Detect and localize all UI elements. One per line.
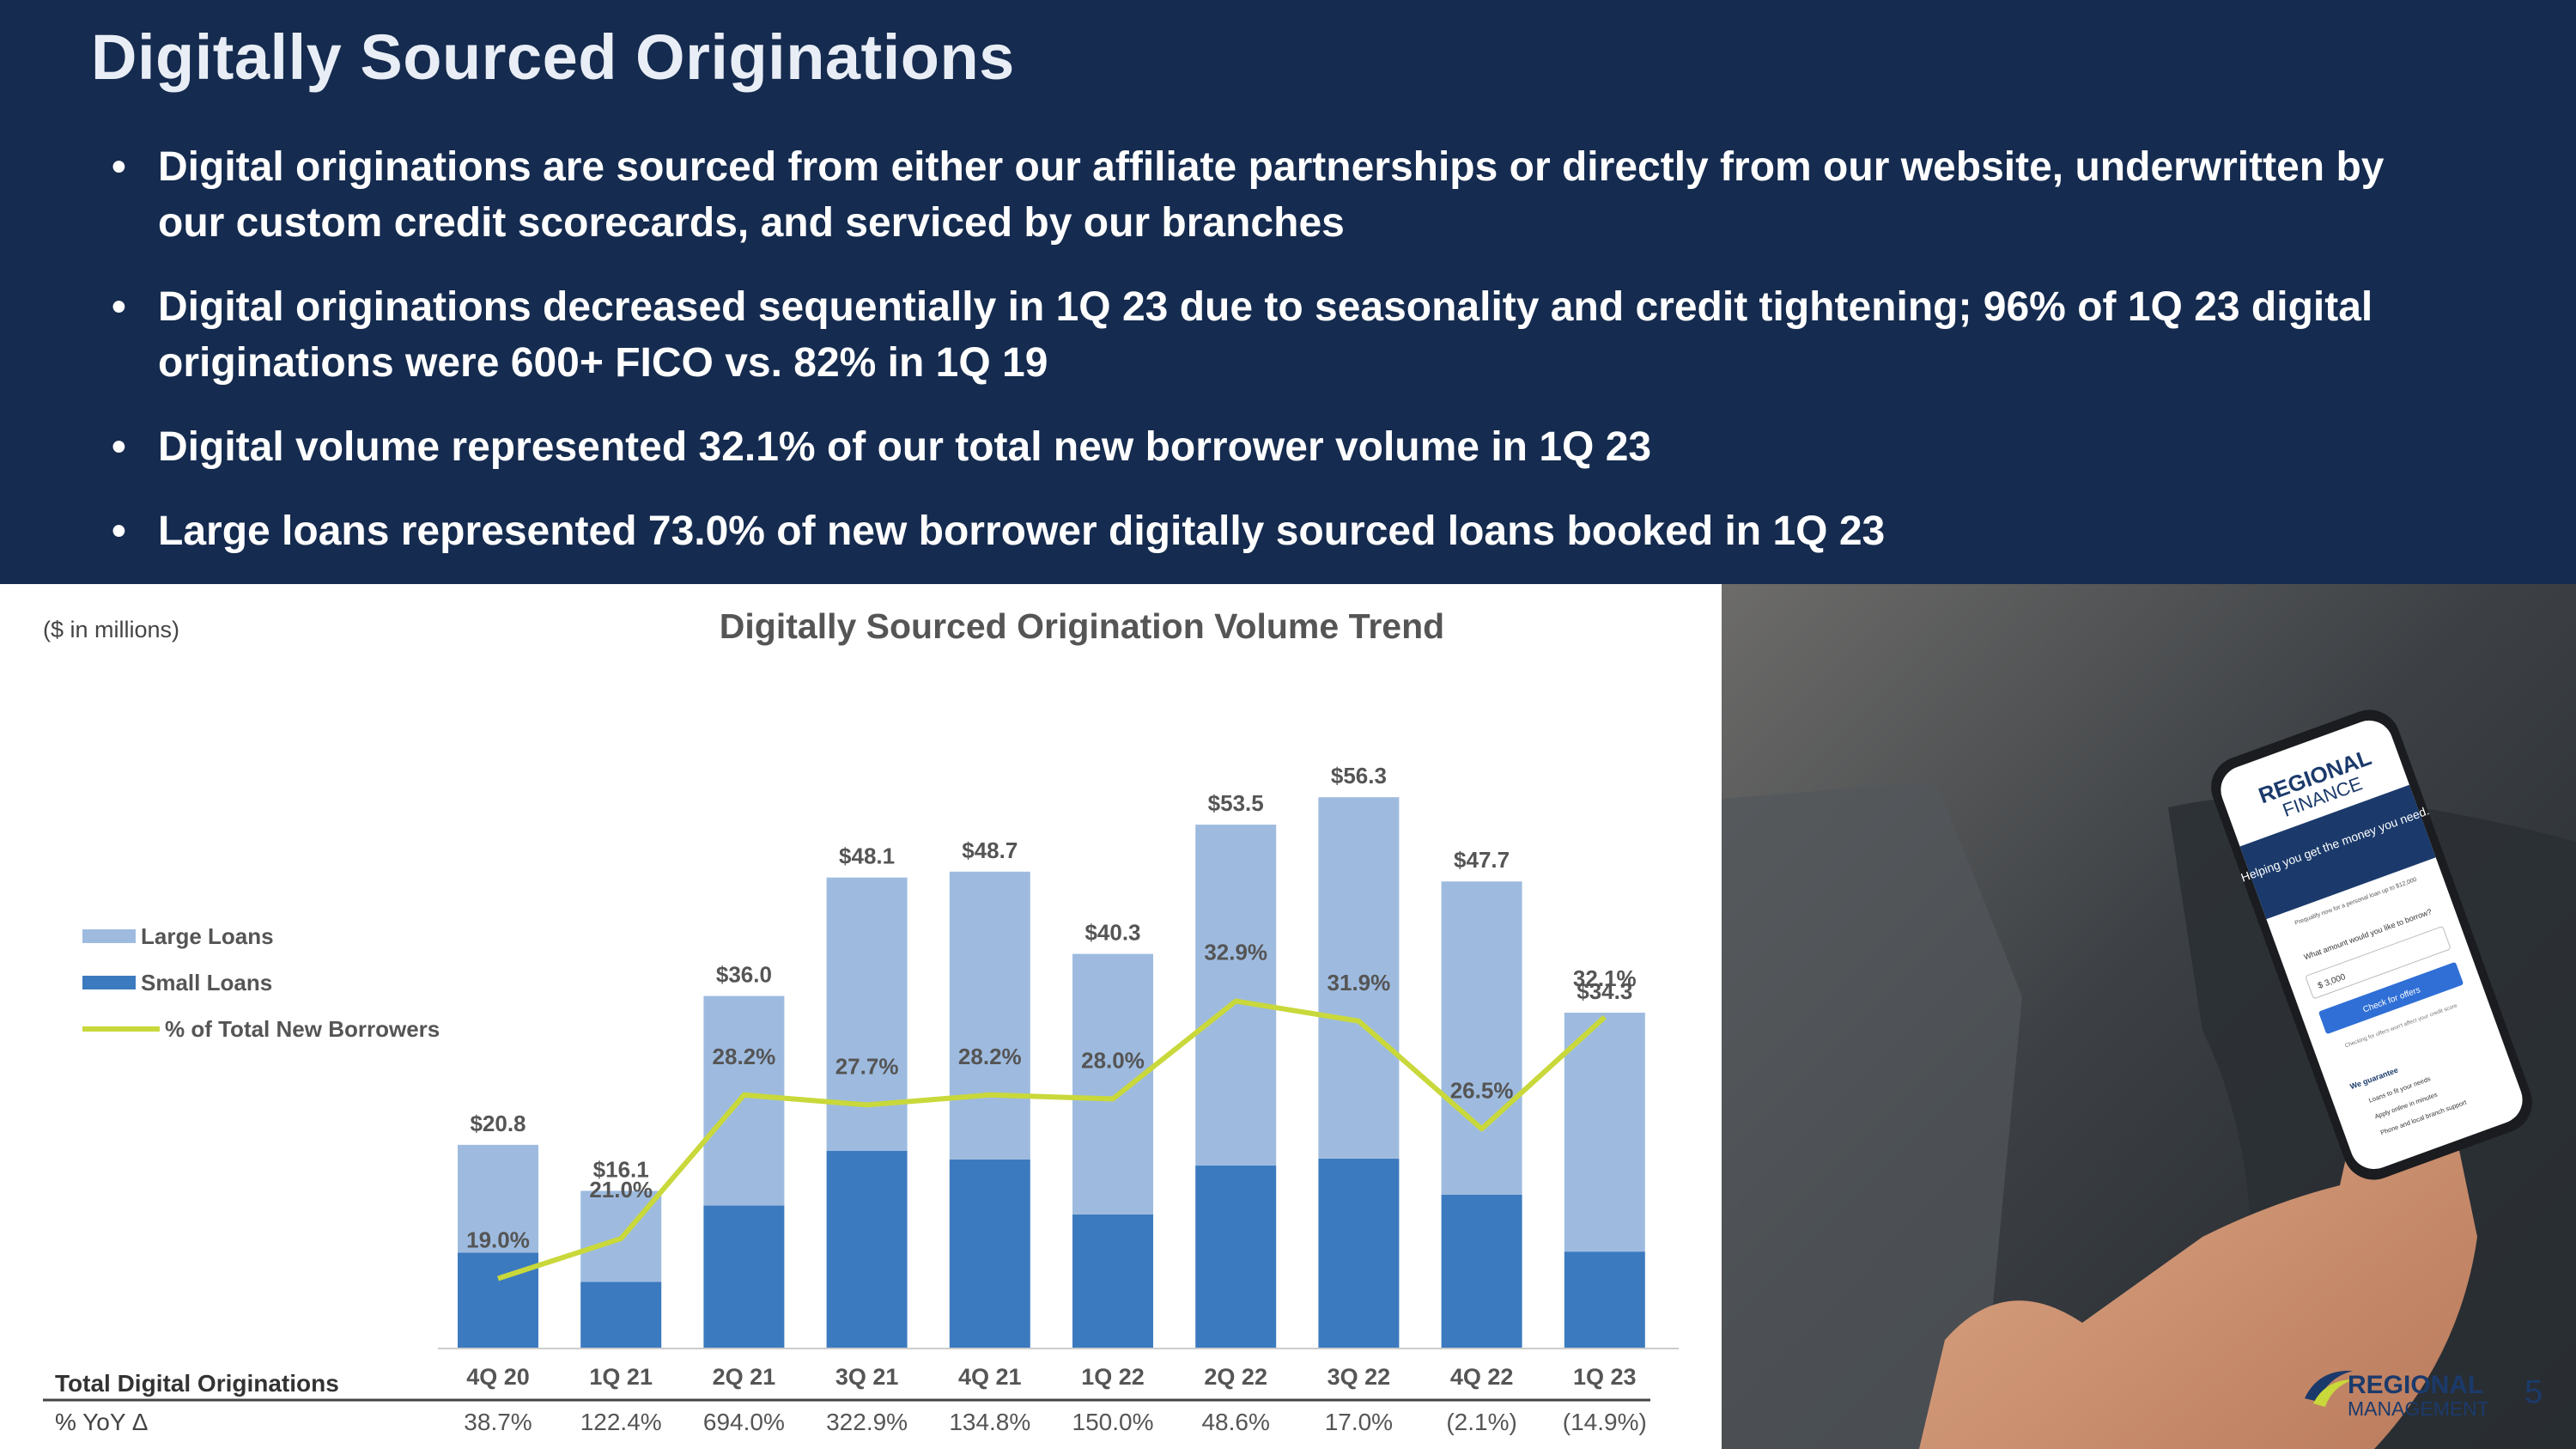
legend-label: Large Loans xyxy=(141,923,274,949)
yoy-value: 694.0% xyxy=(703,1409,785,1435)
slide-header: Digitally Sourced Originations • Digital … xyxy=(0,0,2576,584)
x-tick-label: 4Q 20 xyxy=(466,1364,530,1390)
percent-data-label: 28.2% xyxy=(958,1044,1022,1069)
yoy-value: 17.0% xyxy=(1325,1409,1393,1435)
phone-banner xyxy=(2239,784,2436,920)
percent-data-label: 32.9% xyxy=(1204,940,1267,965)
bar-small-loans xyxy=(826,1150,908,1349)
bullet-text: Digital volume represented 32.1% of our … xyxy=(158,424,1652,470)
bar-large-loans xyxy=(1072,953,1153,1215)
bullet-text: Digital originations are sourced from ei… xyxy=(158,144,2385,246)
total-data-label: $48.7 xyxy=(962,837,1018,863)
yoy-value: 48.6% xyxy=(1201,1409,1269,1435)
bar-small-loans xyxy=(1318,1158,1400,1349)
bar-small-loans xyxy=(1441,1195,1522,1349)
sofa-shape xyxy=(1722,782,2022,1449)
chart-title: Digitally Sourced Origination Volume Tre… xyxy=(719,606,1445,646)
bullet-dot-icon: • xyxy=(112,424,126,470)
x-tick-label: 1Q 21 xyxy=(589,1364,653,1390)
x-tick-label: 3Q 22 xyxy=(1327,1364,1391,1390)
x-tick-label: 1Q 22 xyxy=(1081,1364,1145,1390)
legend-label: Small Loans xyxy=(141,970,272,995)
yoy-value: 38.7% xyxy=(464,1409,532,1435)
percent-data-label: 32.1% xyxy=(1573,965,1637,991)
bar-large-loans xyxy=(703,995,785,1206)
legend-swatch xyxy=(82,976,136,989)
bullet-text: Digital originations decreased sequentia… xyxy=(158,284,2373,386)
bar-large-loans xyxy=(1195,825,1277,1166)
total-data-label: $34.3 xyxy=(1577,978,1632,1004)
percent-data-label: 26.5% xyxy=(1450,1077,1514,1103)
regional-management-logo: REGIONAL MANAGEMENT xyxy=(2305,1370,2489,1420)
yoy-value: 122.4% xyxy=(580,1409,662,1435)
phone-amount-field xyxy=(2306,926,2451,999)
percent-data-label: 21.0% xyxy=(589,1177,653,1202)
bullet-item: • Digital originations are sourced from e… xyxy=(112,139,2430,251)
x-tick-label: 2Q 22 xyxy=(1204,1364,1267,1390)
bullet-list: • Digital originations are sourced from e… xyxy=(112,139,2430,588)
total-data-label: $48.1 xyxy=(839,843,895,869)
percent-data-label: 28.2% xyxy=(713,1044,776,1069)
bar-large-loans xyxy=(1564,1012,1645,1252)
bullet-item: • Large loans represented 73.0% of new bo… xyxy=(112,503,2430,559)
logo-text-top: REGIONAL xyxy=(2348,1371,2483,1399)
logo-text-bottom: MANAGEMENT xyxy=(2348,1397,2489,1420)
x-tick-label: 2Q 21 xyxy=(713,1364,776,1390)
bullet-text: Large loans represented 73.0% of new bor… xyxy=(158,508,1886,554)
total-data-label: $16.1 xyxy=(593,1156,649,1182)
bullet-dot-icon: • xyxy=(112,144,126,190)
yoy-value: 322.9% xyxy=(826,1409,908,1435)
x-tick-label: 3Q 21 xyxy=(835,1364,899,1390)
percent-data-label: 31.9% xyxy=(1327,970,1391,995)
bar-large-loans xyxy=(949,871,1030,1160)
percent-data-label: 19.0% xyxy=(466,1227,530,1253)
bar-large-loans xyxy=(1441,881,1522,1196)
phone-device: REGIONAL FINANCE Helping you get the mon… xyxy=(2211,709,2532,1180)
bar-small-loans xyxy=(1195,1165,1277,1349)
origination-volume-chart: $20.8 4Q 20 38.7% $16.1 1Q 21 122.4% $36.0 2Q 2… xyxy=(43,763,1679,1435)
table-row-label-yoy: % YoY Δ xyxy=(55,1409,149,1435)
legend-label: % of Total New Borrowers xyxy=(165,1016,440,1042)
page-title: Digitally Sourced Originations xyxy=(91,21,1015,93)
yoy-value: (2.1%) xyxy=(1446,1409,1516,1435)
bar-small-loans xyxy=(1564,1251,1645,1349)
total-data-label: $53.5 xyxy=(1208,790,1264,816)
yoy-value: (14.9%) xyxy=(1563,1409,1647,1435)
legend-swatch xyxy=(82,929,136,943)
phone-photo: REGIONAL FINANCE Helping you get the mon… xyxy=(1722,584,2576,1449)
hand-shape xyxy=(1919,1009,2477,1449)
percent-new-borrowers-line xyxy=(497,998,1607,1282)
yoy-value: 134.8% xyxy=(949,1409,1030,1435)
table-row-label-total: Total Digital Originations xyxy=(55,1370,339,1397)
bullet-dot-icon: • xyxy=(112,508,126,554)
bar-small-loans xyxy=(949,1159,1030,1349)
bar-large-loans xyxy=(458,1144,538,1253)
total-data-label: $56.3 xyxy=(1331,763,1387,788)
total-data-label: $20.8 xyxy=(470,1111,526,1136)
page-number: 5 xyxy=(2524,1374,2543,1410)
percent-data-label: 27.7% xyxy=(835,1053,899,1079)
total-data-label: $40.3 xyxy=(1084,920,1140,946)
bullet-dot-icon: • xyxy=(112,284,126,330)
x-tick-label: 1Q 23 xyxy=(1573,1364,1637,1390)
bar-small-loans xyxy=(703,1205,785,1349)
logo-swoosh-blue-icon xyxy=(2305,1370,2353,1402)
x-tick-label: 4Q 21 xyxy=(958,1364,1022,1390)
percent-data-label: 28.0% xyxy=(1081,1047,1145,1073)
bar-large-loans xyxy=(1318,797,1400,1159)
bullet-item: • Digital originations decreased sequenti… xyxy=(112,279,2430,391)
bar-large-loans xyxy=(826,877,908,1151)
yoy-value: 150.0% xyxy=(1072,1409,1154,1435)
bar-small-loans xyxy=(1072,1214,1153,1349)
x-tick-label: 4Q 22 xyxy=(1450,1364,1514,1390)
phone-check-button xyxy=(2318,962,2464,1034)
total-data-label: $36.0 xyxy=(716,962,772,988)
bar-small-loans xyxy=(580,1282,662,1349)
total-data-label: $47.7 xyxy=(1454,847,1510,873)
logo-swoosh-green-icon xyxy=(2313,1379,2354,1407)
units-note: ($ in millions) xyxy=(43,617,180,642)
bullet-item: • Digital volume represented 32.1% of our… xyxy=(112,419,2430,475)
